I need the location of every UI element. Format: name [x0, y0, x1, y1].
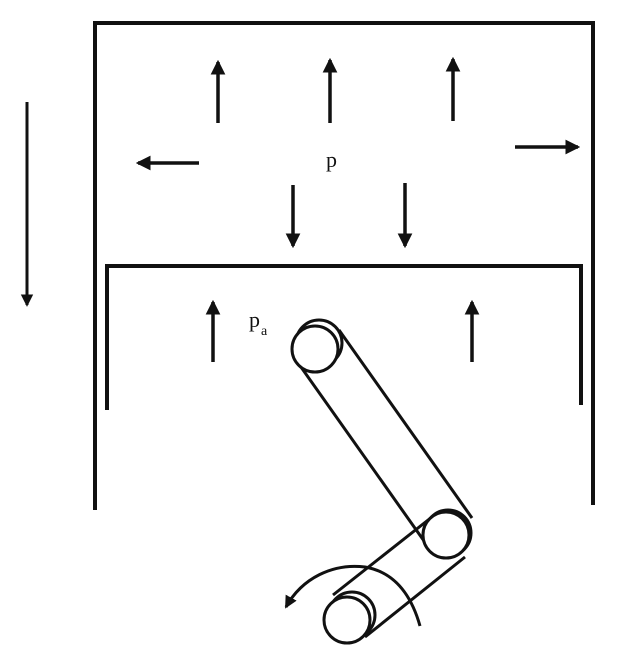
chamber-pressure-arrows: [135, 56, 581, 249]
ambient-pressure-arrows: [205, 299, 480, 362]
crank-pin-face: [421, 510, 471, 560]
cylinder: [93, 21, 595, 510]
crank-arm-edge-1: [332, 511, 438, 597]
ambient-pressure-label: pa: [249, 307, 268, 339]
chamber-pressure-label: p: [326, 147, 337, 172]
crank-arm-edge-2: [364, 555, 466, 639]
wrist-pin: [290, 318, 344, 374]
connecting-rod-edge-2: [337, 329, 474, 519]
crankshaft-journal: [322, 590, 377, 645]
ambient-pressure-base: p: [249, 307, 260, 332]
connecting-rod: [294, 329, 474, 549]
crank-arm: [332, 511, 466, 639]
crankshaft-journal-face: [322, 595, 372, 645]
piston: [105, 264, 583, 410]
crank-rotation-arrow: [284, 564, 422, 627]
wrist-pin-face: [290, 324, 340, 374]
crank-pin: [421, 508, 473, 560]
ambient-pressure-subscript: a: [261, 324, 268, 339]
connecting-rod-edge-1: [294, 359, 431, 549]
